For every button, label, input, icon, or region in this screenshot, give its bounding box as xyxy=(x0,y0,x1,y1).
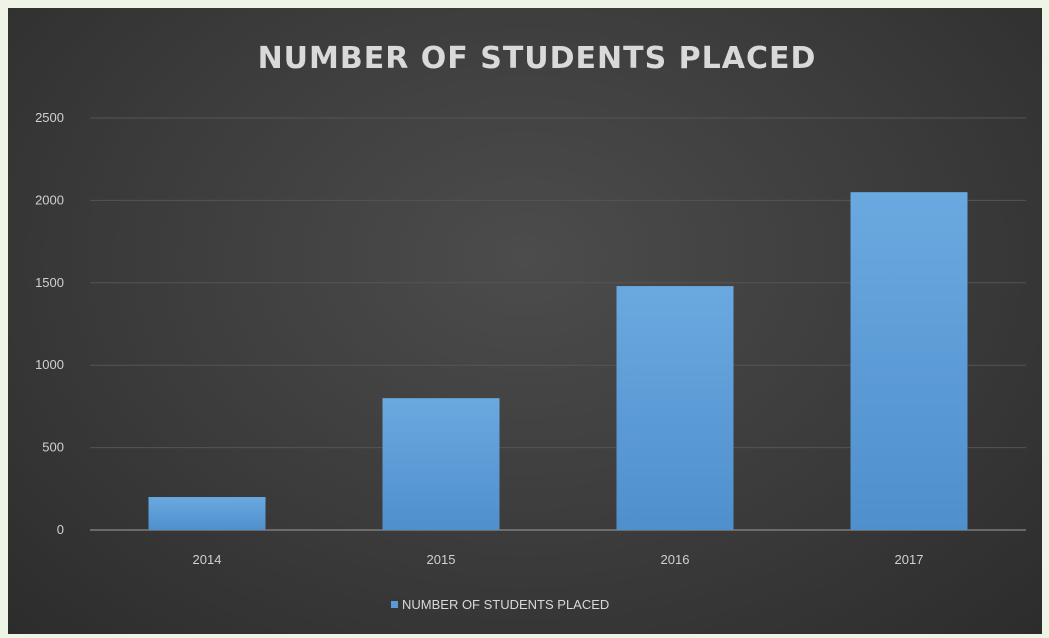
y-tick-label: 1000 xyxy=(35,357,64,372)
x-tick-label: 2014 xyxy=(193,552,222,567)
y-tick-label: 500 xyxy=(42,440,64,455)
y-axis-ticks: 0 500 1000 1500 2000 2500 xyxy=(35,110,64,537)
bar-2015 xyxy=(382,398,500,530)
y-tick-label: 0 xyxy=(57,522,64,537)
bar-2017 xyxy=(850,192,968,530)
x-axis-ticks: 2014 2015 2016 2017 xyxy=(193,552,924,567)
bar-chart: NUMBER OF STUDENTS PLACED 0 500 1000 1500 20… xyxy=(35,41,1026,612)
x-tick-label: 2015 xyxy=(427,552,456,567)
y-tick-label: 2000 xyxy=(35,192,64,207)
x-tick-label: 2016 xyxy=(661,552,690,567)
bar-2016 xyxy=(616,286,734,530)
legend-label: NUMBER OF STUDENTS PLACED xyxy=(402,597,609,612)
bars xyxy=(148,192,968,530)
chart-frame: NUMBER OF STUDENTS PLACED 0 500 1000 1500 20… xyxy=(8,8,1042,634)
bar-2014 xyxy=(148,497,266,530)
y-tick-label: 1500 xyxy=(35,275,64,290)
legend-swatch xyxy=(391,601,398,608)
y-tick-label: 2500 xyxy=(35,110,64,125)
legend: NUMBER OF STUDENTS PLACED xyxy=(391,597,609,612)
x-tick-label: 2017 xyxy=(895,552,924,567)
chart-title: NUMBER OF STUDENTS PLACED xyxy=(258,41,817,76)
